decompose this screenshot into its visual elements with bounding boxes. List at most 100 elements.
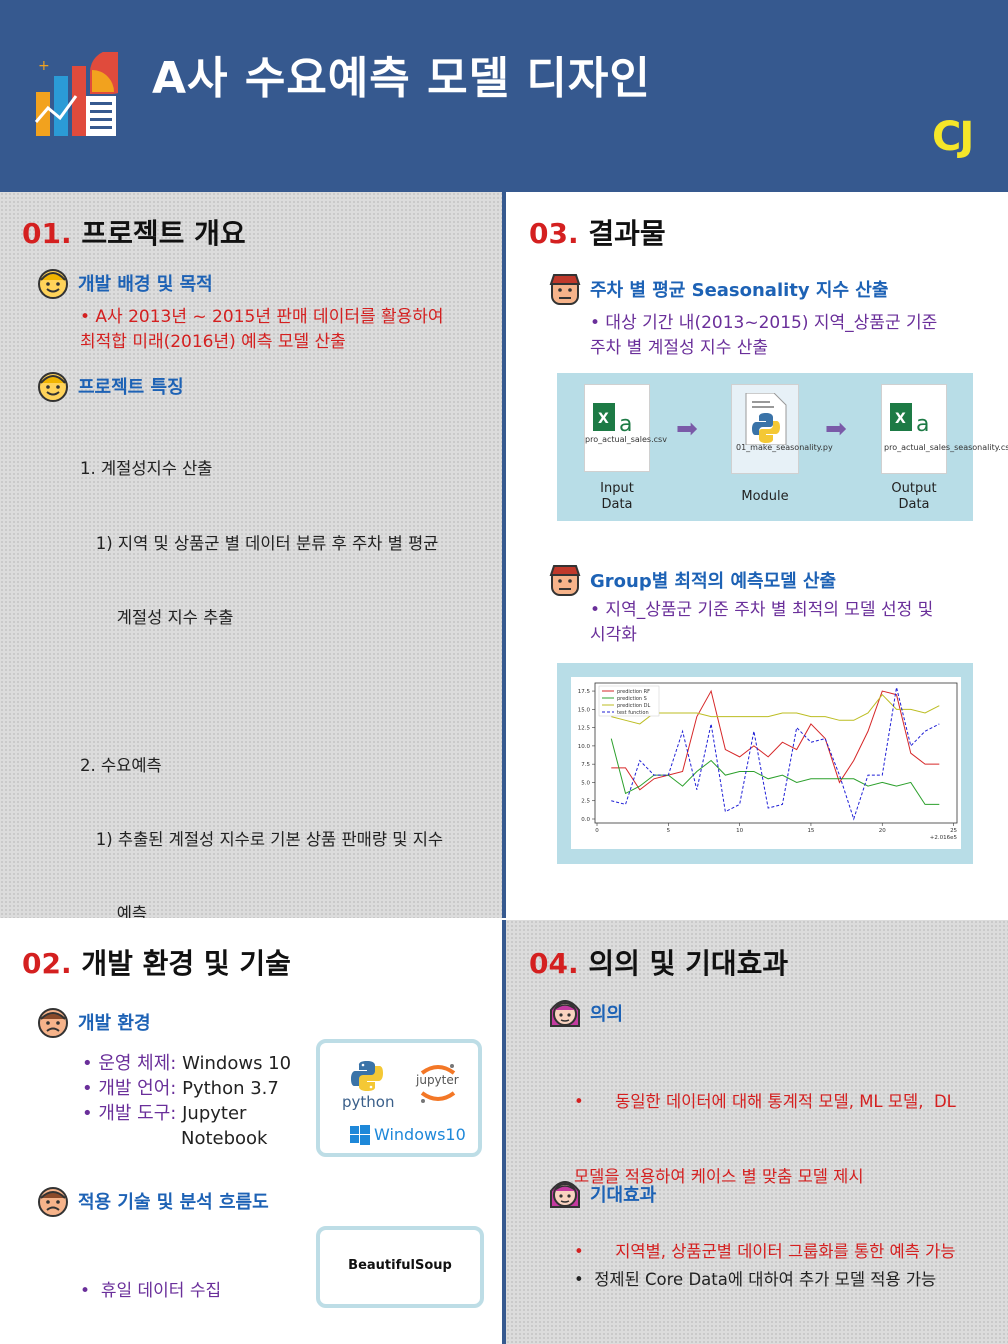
windows-logo-text: Windows10: [374, 1125, 466, 1144]
x-tick-label: 0: [595, 828, 599, 834]
model-text: • 지역_상품군 기준 주차 별 최적의 모델 선정 및 시각화: [590, 598, 970, 648]
horizontal-divider: [0, 918, 1008, 920]
features-line: 1) 추출된 계절성 지수로 기본 상품 판매량 및 지수: [80, 829, 444, 849]
section4-heading: 의의 및 기대효과: [588, 947, 789, 980]
section4-number: 04.: [529, 947, 579, 980]
section3-number: 03.: [529, 217, 579, 250]
module-file-name: 01_make_seasonality.py: [736, 443, 833, 452]
prediction-chart-box: 0.0 2.5 5.0 7.5 10.0 12.5 15.0 17.5 0 5 10 15 20 25 +2…: [557, 663, 973, 864]
x-tick-label: 10: [736, 828, 743, 834]
svg-text:+: +: [38, 58, 50, 74]
smiley-face-icon: [38, 372, 68, 402]
x-offset-label: +2.016e5: [930, 835, 958, 841]
series-line-prediction-dl: [611, 693, 940, 725]
tech-text: • 휴일 데이터 수집 - timeanddate에서 미주 지역 휴일 정보 …: [80, 1229, 284, 1344]
seasonality-subheading: 주차 별 평균 Seasonality 지수 산출: [548, 272, 888, 306]
model-line: 시각화: [590, 625, 637, 645]
output-file-icon: X a pro_actual_sales_seasonality.csv: [881, 384, 1008, 474]
beautifulsoup-logo-text: BeautifulSoup: [348, 1258, 452, 1273]
section-project-overview: [0, 192, 502, 920]
seasonality-heading: 주차 별 평균 Seasonality 지수 산출: [590, 280, 889, 301]
module-label: Module: [741, 489, 789, 504]
y-tick-label: 7.5: [581, 762, 590, 768]
output-file-name: pro_actual_sales_seasonality.csv: [884, 443, 1008, 452]
input-label-line: Input: [600, 481, 634, 496]
flow-arrow-icon: ➡: [825, 414, 847, 444]
background-line: • A사 2013년 ~ 2015년 판매 데이터를 활용하여: [80, 307, 444, 327]
output-label-line: Data: [898, 497, 930, 512]
env-item: • 운영 체제: Windows 10: [82, 1053, 292, 1074]
series-line-prediction-s: [610, 738, 940, 805]
features-line: [80, 680, 495, 705]
effect-heading: 기대효과: [590, 1185, 657, 1206]
section2-number: 02.: [22, 947, 72, 980]
legend-label: prediction RF: [617, 689, 650, 695]
section2-heading: 개발 환경 및 기술: [81, 947, 291, 980]
header-banner: + A사 수요예측 모델 디자인 CJ: [0, 0, 1008, 192]
x-tick-label: 25: [950, 828, 957, 834]
python-logo-text: python: [342, 1093, 395, 1111]
section3-title: 03. 결과물: [529, 212, 666, 252]
env-item-value: Python 3.7: [182, 1078, 279, 1099]
env-item: • 개발 도구: Jupyter: [82, 1103, 247, 1124]
features-line: 1) 지역 및 상품군 별 데이터 분류 후 주차 별 평균: [80, 533, 439, 553]
legend-label: prediction S: [617, 696, 647, 702]
prediction-line-chart: 0.0 2.5 5.0 7.5 10.0 12.5 15.0 17.5 0 5 10 15 20 25+2…: [571, 677, 961, 849]
angry-face-icon: [549, 565, 581, 596]
plot-frame: [594, 682, 958, 824]
frowning-face-icon: [38, 1187, 68, 1217]
angry-face-icon: [549, 274, 581, 305]
jupyter-logo-text: jupyter: [416, 1073, 459, 1087]
env-list: • 운영 체제: Windows 10 • 개발 언어: Python 3.7 …: [82, 1051, 291, 1151]
section1-title: 01. 프로젝트 개요: [22, 212, 246, 252]
smiley-face-icon: [38, 269, 68, 299]
background-line: 최적합 미래(2016년) 예측 모델 산출: [80, 332, 346, 352]
features-line: 계절성 지수 추출: [80, 607, 234, 627]
y-tick-label: 0.0: [581, 817, 590, 823]
cj-brand-logo: CJ: [932, 114, 974, 160]
girl-face-icon: [550, 1181, 580, 1208]
meaning-heading: 의의: [590, 1004, 624, 1025]
y-tick-label: 12.5: [578, 726, 591, 732]
vertical-divider: [502, 192, 506, 1344]
python-file-icon: [745, 393, 787, 445]
env-item-label: 개발 언어:: [98, 1078, 177, 1099]
features-heading: 프로젝트 특징: [78, 377, 184, 398]
y-tick-label: 2.5: [581, 799, 590, 805]
input-label: Input Data: [587, 481, 647, 513]
model-line: • 지역_상품군 기준 주차 별 최적의 모델 선정 및: [590, 600, 934, 620]
section-significance: [506, 920, 1008, 1344]
seasonality-flow-diagram: X a pro_actual_sales.csv Input Data ➡ 01…: [557, 373, 1008, 521]
svg-text:a: a: [916, 412, 929, 437]
section4-title: 04. 의의 및 기대효과: [529, 942, 788, 982]
jupyter-logo-icon: [420, 1064, 456, 1103]
x-tick-label: 20: [879, 828, 886, 834]
input-file-icon: X a pro_actual_sales.csv: [584, 384, 667, 472]
effect-line: • 정제된 Core Data에 대하여 추가 모델 적용 가능: [574, 1270, 937, 1289]
env-item: • 개발 언어: Python 3.7: [82, 1078, 279, 1099]
output-label: Output Data: [884, 481, 944, 513]
meaning-text: • 동일한 데이터에 대해 통계적 모델, ML 모델, DL 모델을 적용하여…: [574, 1039, 994, 1289]
env-item-label: 운영 체제:: [98, 1053, 177, 1074]
tech-bullet: • 휴일 데이터 수집: [80, 1281, 222, 1301]
features-subheading: 프로젝트 특징: [36, 369, 184, 403]
girl-face-icon: [550, 1000, 580, 1027]
excel-file-icon: X a: [593, 403, 632, 437]
meaning-subheading: 의의: [548, 996, 623, 1030]
x-tick-label: 5: [667, 828, 671, 834]
seasonality-line: • 대상 기간 내(2013~2015) 지역_상품군 기준: [590, 313, 938, 333]
page-title: A사 수요예측 모델 디자인: [152, 53, 651, 104]
env-item-label: 개발 도구:: [98, 1103, 177, 1124]
env-item-value: Windows 10: [182, 1053, 292, 1074]
tech-heading: 적용 기술 및 분석 흐름도: [78, 1192, 269, 1213]
section3-heading: 결과물: [588, 217, 666, 250]
background-heading: 개발 배경 및 목적: [78, 274, 213, 295]
svg-text:a: a: [619, 412, 632, 437]
x-tick-label: 15: [807, 828, 814, 834]
env-subheading: 개발 환경: [36, 1005, 151, 1039]
model-heading: Group별 최적의 예측모델 산출: [590, 571, 837, 592]
meaning-line: • 지역별, 상품군별 데이터 그룹화를 통한 예측 가능: [574, 1242, 956, 1261]
effect-text: • 정제된 Core Data에 대하여 추가 모델 적용 가능 • 예측 결과…: [574, 1217, 994, 1344]
input-label-line: Data: [601, 497, 633, 512]
effect-subheading: 기대효과: [548, 1177, 656, 1211]
